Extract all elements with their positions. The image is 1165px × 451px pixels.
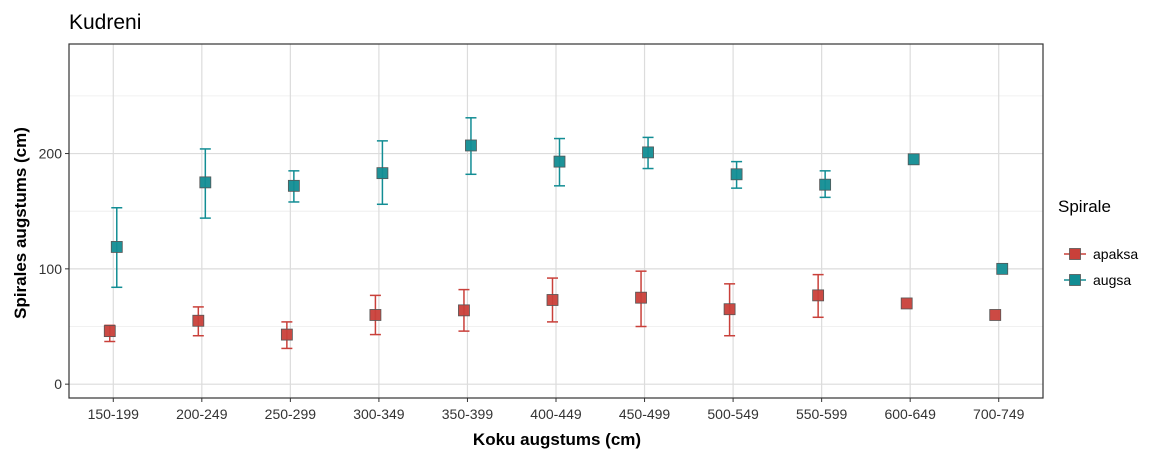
legend-key-apaksa bbox=[1069, 248, 1081, 260]
x-tick-label: 700-749 bbox=[973, 406, 1025, 422]
apaksa-point bbox=[280, 328, 293, 341]
x-tick-label: 400-449 bbox=[530, 406, 582, 422]
y-tick-label: 0 bbox=[54, 376, 62, 392]
apaksa-point bbox=[192, 314, 205, 327]
x-tick-label: 450-499 bbox=[619, 406, 671, 422]
apaksa-point bbox=[723, 303, 736, 316]
augsa-point bbox=[465, 139, 477, 152]
legend-key-augsa bbox=[1069, 274, 1081, 286]
y-tick-label: 100 bbox=[39, 261, 63, 277]
augsa-point bbox=[376, 167, 389, 180]
x-tick-label: 150-199 bbox=[88, 406, 140, 422]
apaksa-point bbox=[989, 309, 1002, 321]
apaksa-point bbox=[546, 294, 559, 306]
apaksa-point bbox=[900, 297, 913, 310]
plot-data bbox=[103, 117, 1009, 350]
augsa-point bbox=[819, 178, 832, 191]
apaksa-point bbox=[103, 325, 116, 338]
x-tick-label: 350-399 bbox=[442, 406, 494, 422]
x-tick-label: 250-299 bbox=[265, 406, 317, 422]
axis-ticks: 0 100 200 150-199 200-249 250-299 300-349 350-3… bbox=[39, 146, 1025, 422]
apaksa-point bbox=[458, 304, 470, 317]
augsa-point bbox=[199, 176, 212, 189]
x-tick-label: 300-349 bbox=[353, 406, 405, 422]
legend: Spirale apaksa augsa bbox=[1058, 197, 1138, 288]
legend-title: Spirale bbox=[1058, 197, 1111, 216]
y-axis-title: Spirales augstums (cm) bbox=[11, 127, 30, 319]
augsa-point bbox=[553, 155, 566, 168]
y-tick-label: 200 bbox=[39, 146, 63, 162]
apaksa-point bbox=[635, 291, 647, 304]
chart-title: Kudreni bbox=[69, 11, 141, 34]
x-tick-label: 200-249 bbox=[176, 406, 228, 422]
x-tick-label: 550-599 bbox=[796, 406, 848, 422]
apaksa-point bbox=[369, 309, 382, 321]
x-axis-title: Koku augstums (cm) bbox=[473, 430, 641, 449]
augsa-point bbox=[730, 168, 743, 181]
apaksa-point bbox=[812, 289, 825, 302]
augsa-point bbox=[907, 153, 920, 166]
legend-label-augsa: augsa bbox=[1093, 272, 1131, 288]
augsa-point bbox=[287, 179, 300, 192]
augsa-point bbox=[642, 146, 654, 159]
x-tick-label: 600-649 bbox=[884, 406, 936, 422]
legend-label-apaksa: apaksa bbox=[1093, 246, 1138, 262]
augsa-point bbox=[996, 262, 1009, 275]
augsa-point bbox=[110, 241, 123, 253]
x-tick-label: 500-549 bbox=[707, 406, 759, 422]
grid bbox=[69, 44, 1043, 398]
